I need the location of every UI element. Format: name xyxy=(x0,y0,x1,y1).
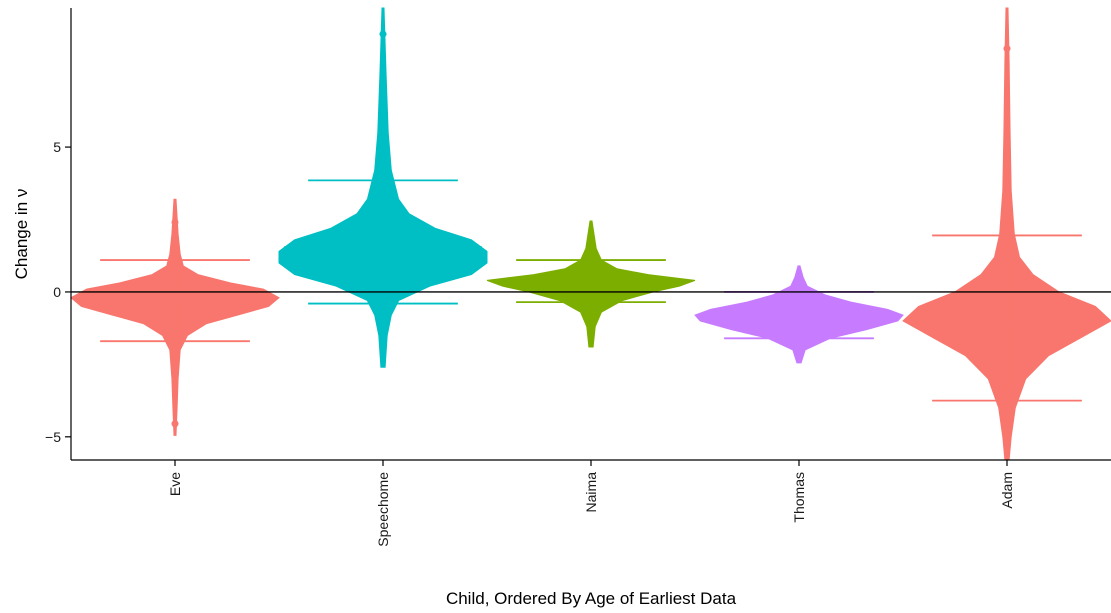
outlier-high-adam xyxy=(1003,45,1011,53)
plot-area xyxy=(70,7,1111,461)
x-tick-label-thomas: Thomas xyxy=(791,472,807,523)
y-tick-label: 0 xyxy=(53,284,61,300)
y-axis-title: Change in ν xyxy=(12,189,31,280)
outlier-high-eve xyxy=(171,218,179,226)
x-tick-label-adam: Adam xyxy=(999,472,1015,509)
violin-group-speechome xyxy=(278,7,488,368)
x-tick-label-naima: Naima xyxy=(583,472,599,513)
outlier-low-speechome xyxy=(379,339,387,347)
x-tick-label-eve: Eve xyxy=(167,472,183,496)
violin-group-naima xyxy=(486,220,696,348)
y-tick-label: −5 xyxy=(45,429,61,445)
y-tick-label: 5 xyxy=(53,139,61,155)
x-axis-ticks: Eve Speechome Naima Thomas Adam xyxy=(167,460,1015,547)
violin-group-thomas xyxy=(694,265,904,364)
violin-group-eve xyxy=(70,198,280,436)
outlier-low-eve xyxy=(171,420,179,428)
violin-group-adam xyxy=(902,7,1111,461)
x-axis-title: Child, Ordered By Age of Earliest Data xyxy=(446,589,737,608)
outlier-high-naima xyxy=(587,231,595,239)
outlier-low-naima xyxy=(587,330,595,338)
y-axis-ticks: −5 0 5 xyxy=(45,139,71,445)
outlier-high-speechome xyxy=(379,30,387,38)
x-tick-label-speechome: Speechome xyxy=(375,472,391,547)
outlier-low-thomas xyxy=(795,352,803,360)
outlier-high-thomas xyxy=(795,271,803,279)
